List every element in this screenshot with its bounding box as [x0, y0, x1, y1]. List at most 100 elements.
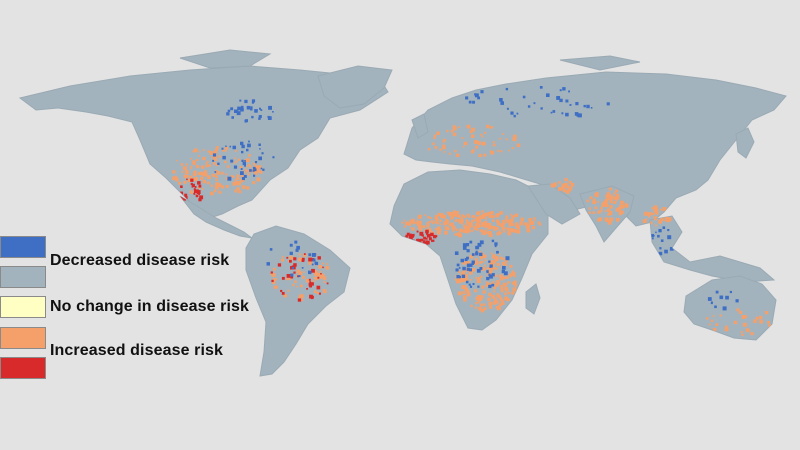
risk-pixel-decreased [252, 169, 255, 172]
risk-pixel-increased [485, 217, 487, 220]
risk-pixel-decreased [312, 253, 316, 257]
risk-pixel-strong_increase [286, 274, 291, 278]
risk-pixel-increased [216, 146, 219, 149]
risk-pixel-increased [740, 331, 743, 334]
risk-pixel-strong_increase [290, 275, 294, 279]
risk-pixel-increased [469, 130, 473, 134]
risk-pixel-increased [417, 220, 419, 223]
risk-pixel-increased [746, 328, 750, 332]
risk-pixel-increased [476, 211, 481, 215]
risk-pixel-increased [271, 273, 276, 277]
risk-pixel-strong_increase [409, 233, 412, 236]
risk-pixel-increased [288, 277, 292, 281]
risk-pixel-increased [482, 217, 485, 219]
risk-pixel-increased [207, 181, 210, 185]
risk-pixel-increased [456, 211, 459, 214]
legend-label-no-change: No change in disease risk [50, 298, 250, 315]
risk-pixel-decreased [456, 275, 460, 279]
risk-pixel-increased [213, 162, 216, 165]
risk-pixel-increased [609, 217, 614, 222]
risk-pixel-strong_increase [425, 229, 429, 233]
risk-pixel-increased [446, 129, 449, 133]
risk-pixel-increased [514, 229, 518, 233]
risk-pixel-strong_increase [318, 292, 321, 295]
risk-pixel-increased [526, 228, 531, 233]
risk-pixel-increased [462, 270, 466, 274]
risk-pixel-increased [202, 156, 206, 161]
risk-pixel-decreased [488, 274, 493, 279]
risk-pixel-increased [457, 214, 460, 218]
risk-pixel-increased [447, 211, 450, 215]
risk-pixel-increased [254, 165, 259, 170]
risk-pixel-increased [218, 155, 222, 158]
risk-pixel-strong_increase [415, 242, 418, 246]
risk-pixel-increased [773, 318, 777, 322]
risk-pixel-increased [511, 223, 515, 227]
risk-pixel-increased [467, 223, 470, 226]
risk-pixel-increased [706, 317, 709, 320]
risk-pixel-increased [530, 221, 535, 225]
risk-pixel-increased [483, 153, 487, 157]
risk-pixel-decreased [468, 268, 472, 272]
risk-pixel-increased [613, 192, 615, 195]
risk-pixel-increased [561, 185, 565, 190]
risk-pixel-increased [509, 265, 513, 268]
risk-pixel-increased [497, 231, 500, 233]
risk-pixel-increased [613, 201, 617, 204]
risk-pixel-increased [314, 272, 318, 276]
risk-pixel-increased [273, 285, 277, 289]
risk-pixel-increased [481, 260, 484, 263]
risk-pixel-increased [603, 200, 608, 205]
risk-pixel-increased [499, 137, 501, 140]
risk-pixel-increased [427, 221, 430, 224]
risk-pixel-increased [507, 276, 510, 279]
risk-pixel-decreased [469, 263, 473, 267]
risk-pixel-increased [475, 276, 477, 279]
risk-pixel-increased [665, 219, 669, 222]
risk-pixel-increased [553, 183, 556, 187]
risk-pixel-increased [665, 217, 669, 222]
risk-pixel-increased [492, 226, 496, 230]
risk-pixel-decreased [217, 162, 220, 165]
risk-pixel-increased [457, 279, 462, 284]
risk-pixel-increased [600, 209, 603, 212]
risk-pixel-increased [442, 214, 446, 219]
risk-pixel-increased [480, 295, 484, 299]
risk-pixel-decreased [660, 239, 664, 242]
risk-pixel-decreased [291, 266, 294, 269]
risk-pixel-increased [644, 211, 648, 216]
risk-pixel-increased [620, 204, 624, 209]
risk-pixel-increased [286, 278, 289, 281]
risk-pixel-increased [427, 216, 430, 219]
risk-pixel-decreased [664, 249, 668, 254]
risk-pixel-decreased [244, 160, 246, 162]
risk-pixel-strong_increase [308, 278, 311, 281]
risk-pixel-increased [492, 260, 496, 264]
risk-pixel-decreased [241, 150, 244, 154]
risk-pixel-increased [440, 215, 443, 218]
risk-pixel-decreased [562, 87, 566, 91]
risk-pixel-increased [499, 276, 504, 281]
risk-pixel-increased [511, 219, 514, 222]
risk-pixel-increased [490, 252, 493, 255]
risk-pixel-decreased [465, 280, 469, 284]
risk-pixel-increased [564, 189, 567, 192]
risk-pixel-decreased [254, 109, 258, 113]
risk-pixel-increased [440, 213, 444, 216]
risk-pixel-increased [201, 165, 205, 169]
risk-pixel-increased [506, 227, 510, 231]
risk-pixel-increased [492, 254, 496, 258]
risk-pixel-decreased [231, 160, 233, 163]
risk-pixel-increased [476, 279, 481, 283]
risk-pixel-increased [493, 228, 496, 231]
risk-pixel-decreased [662, 226, 666, 229]
risk-pixel-decreased [240, 141, 244, 146]
risk-pixel-increased [478, 153, 482, 158]
risk-pixel-increased [610, 196, 614, 199]
risk-pixel-increased [459, 228, 463, 232]
risk-pixel-increased [178, 181, 181, 185]
risk-pixel-increased [508, 223, 512, 227]
risk-pixel-increased [426, 225, 429, 228]
risk-pixel-increased [470, 304, 473, 308]
risk-pixel-increased [528, 218, 532, 222]
